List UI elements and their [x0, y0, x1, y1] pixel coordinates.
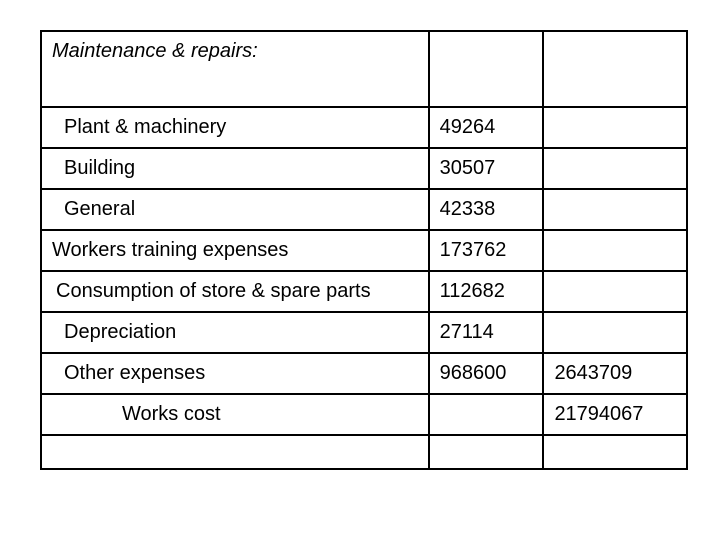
row-label: [41, 435, 429, 469]
row-value2: [543, 189, 687, 230]
table-row: Consumption of store & spare parts 11268…: [41, 271, 687, 312]
row-label: Other expenses: [41, 353, 429, 394]
row-value1: [429, 31, 544, 107]
row-value2: [543, 107, 687, 148]
row-value2: [543, 31, 687, 107]
table-row: Building 30507: [41, 148, 687, 189]
row-value1: [429, 394, 544, 435]
row-label: Consumption of store & spare parts: [41, 271, 429, 312]
row-value2: [543, 435, 687, 469]
row-value2: [543, 312, 687, 353]
row-label: Works cost: [41, 394, 429, 435]
table-row: Maintenance & repairs:: [41, 31, 687, 107]
row-value1: [429, 435, 544, 469]
row-value2: 2643709: [543, 353, 687, 394]
row-value2: [543, 230, 687, 271]
cost-table: Maintenance & repairs: Plant & machinery…: [40, 30, 688, 470]
table-row: Workers training expenses 173762: [41, 230, 687, 271]
table-row: [41, 435, 687, 469]
table-row: Depreciation 27114: [41, 312, 687, 353]
row-label: Maintenance & repairs:: [41, 31, 429, 107]
table-row: Plant & machinery 49264: [41, 107, 687, 148]
row-value1: 30507: [429, 148, 544, 189]
row-label: Workers training expenses: [41, 230, 429, 271]
row-value2: 21794067: [543, 394, 687, 435]
row-label: General: [41, 189, 429, 230]
table-row: Works cost 21794067: [41, 394, 687, 435]
row-value1: 968600: [429, 353, 544, 394]
row-value1: 42338: [429, 189, 544, 230]
row-value1: 173762: [429, 230, 544, 271]
row-value2: [543, 148, 687, 189]
row-label: Building: [41, 148, 429, 189]
row-label: Depreciation: [41, 312, 429, 353]
row-value1: 27114: [429, 312, 544, 353]
row-label: Plant & machinery: [41, 107, 429, 148]
table-row: General 42338: [41, 189, 687, 230]
row-value2: [543, 271, 687, 312]
row-value1: 49264: [429, 107, 544, 148]
table-row: Other expenses 968600 2643709: [41, 353, 687, 394]
row-value1: 112682: [429, 271, 544, 312]
